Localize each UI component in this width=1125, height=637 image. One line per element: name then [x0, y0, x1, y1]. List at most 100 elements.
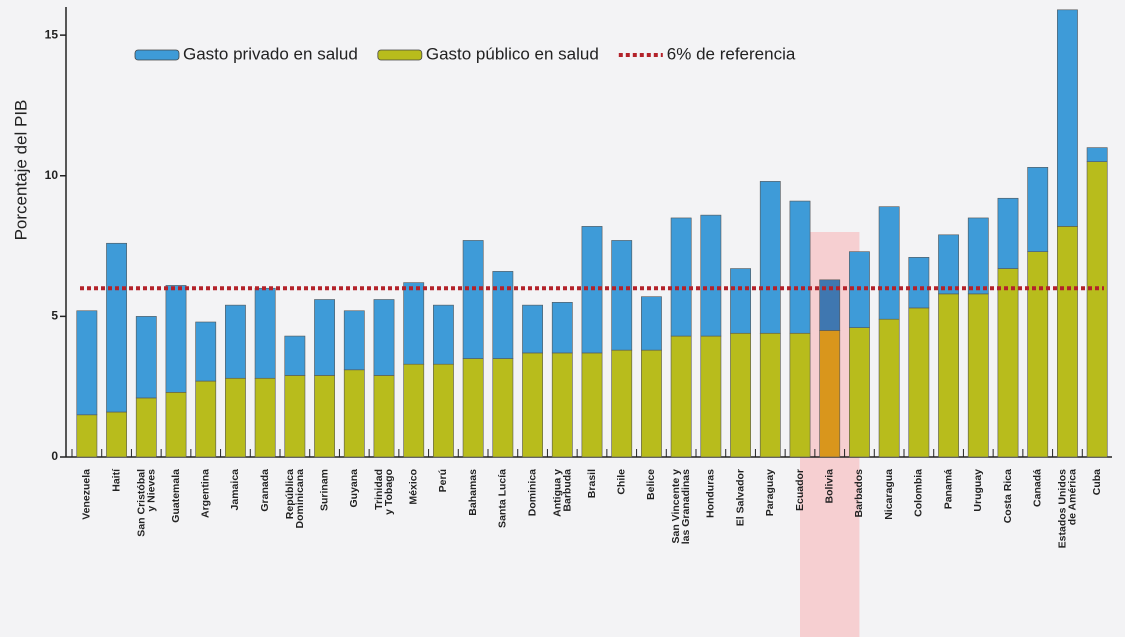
y-tick-label: 10	[45, 168, 59, 182]
bar-segment	[254, 287, 276, 379]
x-tick-label: Perú	[437, 469, 449, 492]
legend-label: 6% de referencia	[667, 44, 796, 63]
y-axis-label: Porcentaje del PIB	[11, 100, 30, 241]
x-tick-label: Canadá	[1031, 469, 1043, 507]
bar-segment	[759, 332, 781, 458]
bar-segment	[433, 304, 454, 365]
x-tick-label-line: San Cristóbal	[135, 469, 147, 537]
bar-segment	[938, 293, 959, 458]
x-tick-label: Argentina	[199, 469, 211, 518]
bar-segment	[135, 316, 157, 399]
bar-segment	[938, 234, 959, 295]
x-tick-label: Bahamas	[467, 469, 479, 516]
bar-segment	[759, 181, 781, 334]
bar-segment	[997, 197, 1019, 269]
bar-segment	[343, 369, 365, 458]
y-tick-label: 5	[51, 309, 58, 323]
bar-segment	[195, 380, 217, 458]
bar-segment	[492, 358, 514, 458]
bar-segment	[373, 299, 395, 376]
bar-segment	[165, 285, 187, 393]
bar-segment	[581, 352, 603, 458]
bar-segment	[819, 330, 841, 458]
bar-segment	[1057, 9, 1078, 227]
x-tick-label: Chile	[615, 469, 627, 495]
x-tick-label: Colombia	[913, 469, 925, 517]
bar-segment	[76, 414, 98, 458]
bar-segment	[967, 217, 989, 295]
x-tick-label: Santa Lucía	[497, 469, 509, 528]
bar-segment	[225, 377, 246, 458]
bar-segment	[700, 335, 722, 458]
bar-segment	[908, 307, 930, 458]
bar-segment	[165, 392, 187, 458]
bar-segment	[76, 310, 98, 416]
x-tick-label: Nicaragua	[883, 469, 895, 520]
bar-segment	[670, 335, 692, 458]
x-tick-label-line: Trinidad	[373, 469, 385, 510]
bar-segment	[641, 349, 662, 458]
bar-segment	[433, 363, 454, 458]
x-tick-label: Brasil	[586, 469, 598, 498]
x-tick-label-line: República	[284, 469, 296, 519]
bar-segment	[789, 200, 811, 334]
bar-segment	[135, 397, 157, 458]
x-tick-label: Dominica	[526, 469, 538, 516]
bar-segment	[373, 375, 395, 458]
x-tick-label: Costa Rica	[1002, 469, 1014, 523]
bar-segment	[106, 411, 127, 458]
legend-swatch	[134, 49, 180, 61]
x-tick-label: Ecuador	[794, 469, 806, 511]
x-tick-label-line: y Tobago	[383, 469, 395, 515]
legend-swatch	[377, 49, 423, 61]
bar-segment	[1027, 167, 1049, 252]
bar-segment	[611, 240, 633, 351]
bar-segment	[789, 332, 811, 458]
x-tick-label-line: las Granadinas	[680, 469, 692, 544]
y-tick-label: 0	[51, 449, 58, 463]
x-tick-label-line: San Vincente y	[670, 469, 682, 544]
bar-segment	[314, 375, 335, 458]
bar-segment	[997, 268, 1019, 458]
bar-segment	[403, 363, 425, 458]
bar-segment	[849, 327, 870, 458]
bar-segment	[611, 349, 633, 458]
bar-segment	[284, 375, 306, 458]
x-tick-label: Antigua yBarbuda	[551, 469, 573, 517]
x-tick-label: RepúblicaDominicana	[284, 469, 306, 529]
bar-segment	[551, 302, 573, 354]
x-tick-label: Honduras	[705, 469, 717, 518]
bar-segment	[522, 304, 543, 354]
bar-segment	[700, 214, 722, 337]
x-tick-label-line: Antigua y	[551, 469, 563, 517]
bar-segment	[670, 217, 692, 337]
x-tick-label-line: y Nieves	[145, 469, 157, 512]
x-tick-label-line: Barbuda	[561, 469, 573, 512]
x-tick-label: Jamaica	[229, 469, 241, 511]
x-tick-label: San Cristóbaly Nieves	[135, 469, 157, 537]
bar-segment	[462, 358, 484, 458]
y-tick-label: 15	[45, 27, 59, 41]
bar-segment	[1027, 251, 1049, 458]
bar-segment	[819, 279, 841, 331]
bar-segment	[967, 293, 989, 458]
bar-segment	[314, 299, 335, 376]
bar-segment	[730, 268, 751, 334]
x-tick-label: Guyana	[348, 469, 360, 508]
bar-segment	[1086, 147, 1108, 162]
x-tick-label: Guatemala	[170, 469, 182, 523]
legend-label: Gasto privado en salud	[183, 44, 358, 63]
bar-segment	[403, 282, 425, 365]
x-tick-label: Venezuela	[81, 469, 93, 520]
x-tick-label-line: Estados Unidos	[1056, 469, 1068, 549]
bar-segment	[1086, 161, 1108, 458]
x-tick-label: Trinidady Tobago	[373, 469, 395, 515]
x-tick-label: Uruguay	[972, 469, 984, 512]
bar-segment	[225, 304, 246, 379]
bar-segment	[878, 206, 900, 320]
x-tick-label: Cuba	[1091, 469, 1103, 495]
x-tick-label: Paraguay	[764, 469, 776, 516]
x-tick-label: San Vincente ylas Granadinas	[670, 469, 692, 544]
legend-label: Gasto público en salud	[426, 44, 599, 63]
